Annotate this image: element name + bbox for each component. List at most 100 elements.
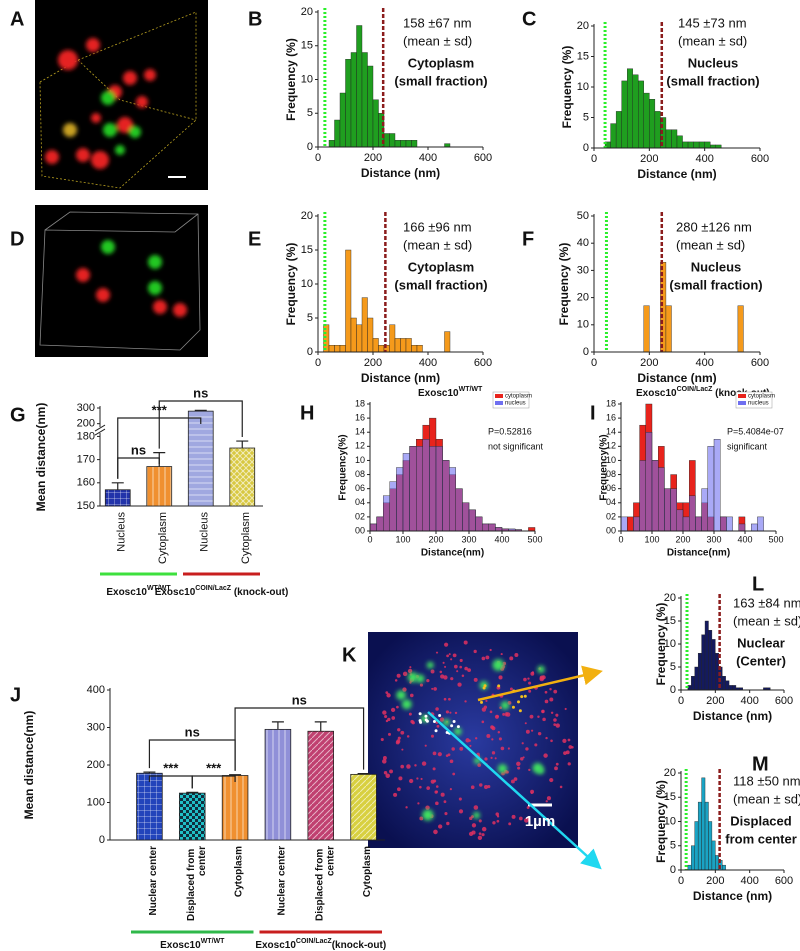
histogram-bar xyxy=(693,141,700,149)
histogram-bar xyxy=(757,516,764,532)
y-tick-label: 15 xyxy=(301,40,313,52)
x-tick-label: 400 xyxy=(695,153,713,165)
spot xyxy=(537,715,540,719)
panel-label: J xyxy=(10,684,21,706)
spot xyxy=(382,759,387,764)
spot xyxy=(480,700,484,704)
significance-bracket xyxy=(117,457,160,479)
spot xyxy=(516,761,521,767)
spot xyxy=(407,668,413,674)
group-superscript: COIN/LacZ xyxy=(296,938,333,945)
error-bar xyxy=(357,773,370,775)
spot xyxy=(473,811,480,819)
spot xyxy=(520,757,524,761)
spot xyxy=(419,816,424,821)
spot xyxy=(407,672,419,683)
annotation: (mean ± sd) xyxy=(733,613,800,628)
spot xyxy=(432,719,436,723)
spot xyxy=(549,697,554,702)
spot xyxy=(544,699,549,704)
spot xyxy=(435,707,439,711)
spot xyxy=(555,723,560,728)
histogram-bar xyxy=(339,92,346,148)
spot xyxy=(387,717,391,722)
histogram-bar xyxy=(429,446,437,532)
histogram-bar xyxy=(409,446,417,532)
spot xyxy=(497,731,501,734)
spot xyxy=(528,768,531,772)
spot xyxy=(452,653,457,658)
spot xyxy=(468,831,474,837)
spot xyxy=(450,677,454,681)
spot xyxy=(389,769,394,774)
bar xyxy=(221,775,249,841)
histogram-bar xyxy=(345,59,352,148)
annotation: (mean ± sd) xyxy=(403,33,472,48)
axis-break xyxy=(94,424,106,432)
bar xyxy=(104,489,131,507)
y-tick-label: 18 xyxy=(606,398,616,408)
error-bar xyxy=(186,791,199,794)
histogram-bar xyxy=(691,845,695,871)
histogram-bar xyxy=(416,446,424,532)
legend-label: nucleus xyxy=(748,401,769,407)
spot xyxy=(522,756,525,759)
spot xyxy=(567,738,571,742)
spot xyxy=(450,658,453,661)
label-line: Displaced from xyxy=(314,846,325,921)
spot xyxy=(559,785,563,789)
histogram-bar xyxy=(676,509,684,532)
spot xyxy=(457,682,462,687)
spot xyxy=(435,790,438,793)
spot xyxy=(436,724,440,728)
spot xyxy=(494,757,497,760)
spot xyxy=(511,814,516,819)
histogram-bar xyxy=(495,527,503,532)
histogram-bar xyxy=(416,345,423,353)
annotation: (small fraction) xyxy=(669,277,762,292)
spot xyxy=(553,723,557,726)
histogram-bar xyxy=(697,653,702,691)
spot xyxy=(481,833,485,837)
panel-label: H xyxy=(300,402,314,424)
spot xyxy=(537,731,542,736)
panel-label: E xyxy=(248,228,261,250)
spot xyxy=(508,822,512,826)
spot xyxy=(421,761,427,766)
spot xyxy=(554,766,558,771)
spot xyxy=(473,649,477,654)
annotation: (mean ± sd) xyxy=(403,237,472,252)
spot xyxy=(385,719,389,723)
spot xyxy=(395,740,400,745)
y-tick-label: 06 xyxy=(606,483,616,493)
y-tick-label: 04 xyxy=(606,497,616,507)
spot xyxy=(520,695,524,699)
label-line: Displaced from xyxy=(185,846,196,921)
y-tick-label: 150 xyxy=(77,500,95,512)
group-name: Exosc10 xyxy=(106,587,147,598)
spot xyxy=(409,666,412,669)
y-tick-label: 20 xyxy=(301,210,313,222)
panel-label: M xyxy=(752,753,769,775)
spot xyxy=(555,713,559,717)
histogram-bar xyxy=(671,129,678,149)
histogram-bar xyxy=(367,317,374,353)
spot xyxy=(435,651,439,654)
spot xyxy=(549,688,552,691)
histogram-bar xyxy=(444,143,451,148)
group-suffix: (knock-out) xyxy=(332,940,386,951)
spot xyxy=(496,714,499,718)
y-axis-label: Frequency(%) xyxy=(599,434,610,500)
spot xyxy=(555,762,559,766)
histogram-bar xyxy=(715,653,719,691)
spot xyxy=(553,689,558,694)
spot xyxy=(461,674,465,678)
spot xyxy=(452,720,456,724)
spot xyxy=(386,693,391,698)
spot xyxy=(500,701,510,710)
spot xyxy=(433,779,437,783)
spot xyxy=(495,812,500,816)
y-tick-label: 15 xyxy=(664,791,676,803)
spot xyxy=(446,821,450,826)
spot xyxy=(454,727,462,736)
